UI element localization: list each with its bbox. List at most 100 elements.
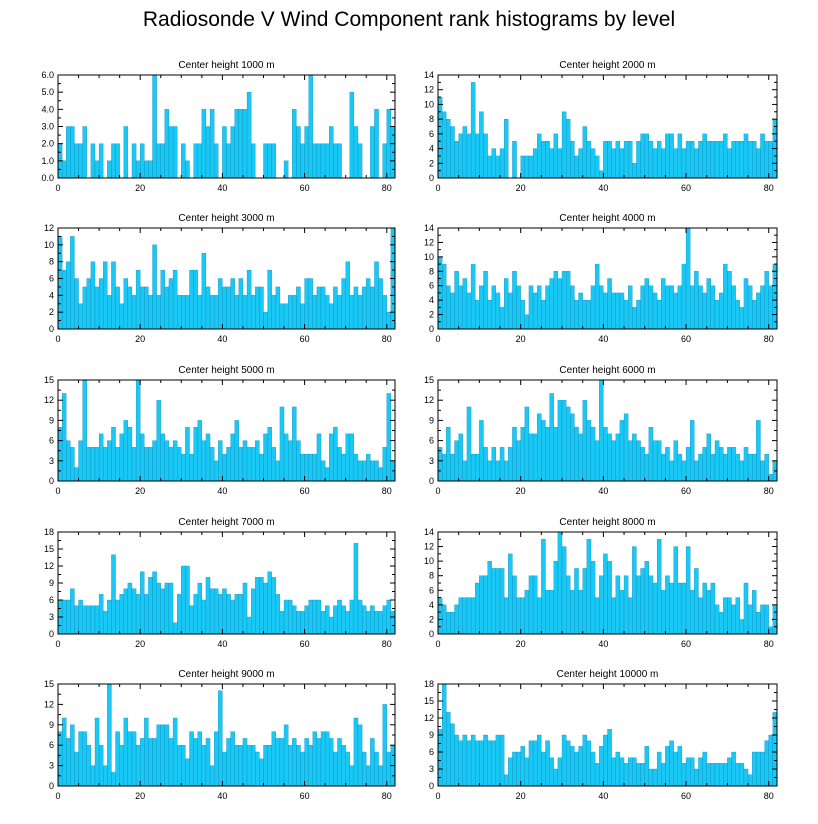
histogram-bar [714, 604, 720, 635]
histogram-bar [287, 745, 293, 787]
histogram-bar [747, 285, 753, 330]
x-tick-label: 0 [55, 486, 60, 496]
histogram-bar [304, 278, 309, 330]
histogram-bar [320, 611, 326, 635]
histogram-bar [90, 447, 96, 482]
histogram-bar [292, 295, 297, 330]
histogram-bar [94, 605, 100, 635]
histogram-bar [714, 440, 720, 482]
histogram-bar [764, 740, 769, 787]
x-tick-label: 20 [516, 791, 526, 801]
histogram-bar [541, 751, 546, 787]
histogram-bar [86, 447, 92, 482]
histogram-bar [537, 597, 542, 635]
histogram-bar [226, 447, 231, 482]
histogram-bar [107, 599, 112, 635]
x-tick-label: 80 [764, 334, 774, 344]
histogram-bar [242, 440, 248, 482]
histogram-bar [541, 299, 546, 330]
y-tick-label: 12 [424, 713, 434, 723]
histogram-bar [628, 440, 633, 482]
histogram-bar [267, 571, 272, 635]
histogram-bar [312, 731, 318, 787]
histogram-bar [623, 413, 629, 482]
x-tick-label: 20 [516, 334, 526, 344]
histogram-bar [189, 605, 194, 635]
histogram-bar [718, 141, 724, 179]
histogram-bar [557, 531, 563, 635]
x-tick-label: 40 [217, 486, 227, 496]
histogram-bar [669, 133, 674, 179]
histogram-bar [156, 295, 161, 330]
histogram-bar [611, 148, 616, 179]
y-tick-label: 2 [429, 614, 434, 624]
histogram-bar [640, 763, 645, 787]
histogram-bar [599, 170, 604, 179]
histogram-bar [390, 611, 396, 635]
histogram-bar [644, 453, 649, 482]
histogram-bar [454, 734, 459, 787]
x-tick-label: 0 [55, 639, 60, 649]
histogram-bar [681, 148, 687, 179]
histogram-bar [238, 278, 244, 330]
histogram-bar [561, 546, 567, 635]
histogram-bar [140, 571, 145, 635]
y-tick-label: 0 [429, 781, 434, 791]
histogram-bar [508, 757, 513, 787]
histogram-bar [446, 426, 451, 482]
histogram-bar [131, 731, 137, 787]
histogram-bar [677, 453, 683, 482]
histogram-bar [226, 143, 231, 179]
histogram-bar [487, 299, 492, 330]
histogram-bar [242, 582, 248, 635]
histogram-bar [296, 126, 301, 179]
histogram-bar [437, 96, 443, 179]
histogram-bar [768, 141, 774, 179]
histogram-bar [648, 768, 654, 787]
histogram-bar [450, 453, 455, 482]
histogram-bar [341, 453, 346, 482]
histogram-bar [760, 604, 765, 635]
histogram-bar [764, 453, 769, 482]
histogram-bar [255, 440, 260, 482]
histogram-bar [549, 393, 554, 482]
histogram-bar [98, 278, 104, 330]
histogram-bar [209, 588, 215, 635]
histogram-bar [607, 433, 612, 482]
histogram-bar [636, 575, 641, 635]
histogram-bar [731, 285, 736, 330]
histogram-bar [152, 738, 157, 787]
histogram-bar [103, 261, 108, 330]
histogram-bar [578, 148, 583, 179]
histogram-bar [619, 757, 625, 787]
y-tick-label: 8 [429, 571, 434, 581]
histogram-bar [57, 731, 63, 787]
histogram-bar [267, 745, 272, 787]
histogram-bar [723, 453, 728, 482]
y-tick-label: 2 [429, 310, 434, 320]
histogram-bar [271, 731, 276, 787]
y-tick-label: 0 [429, 476, 434, 486]
y-tick-label: 12 [44, 223, 54, 233]
histogram-bar [214, 731, 219, 787]
histogram-bar [263, 745, 268, 787]
histogram-bar [768, 285, 774, 330]
histogram-bar [570, 285, 575, 330]
histogram-bar [594, 155, 600, 179]
histogram-bar [312, 143, 318, 179]
histogram-bar [632, 546, 637, 635]
x-tick-label: 80 [382, 639, 392, 649]
histogram-bar [764, 604, 769, 635]
histogram-bar [747, 141, 753, 179]
bar-series [57, 227, 396, 330]
histogram-bar [710, 285, 716, 330]
histogram-bar [628, 141, 633, 179]
histogram-bar [566, 740, 571, 787]
y-tick-label: 15 [424, 375, 434, 385]
histogram-bar [690, 285, 695, 330]
histogram-bar [222, 588, 227, 635]
histogram-bar [300, 751, 305, 787]
histogram-bar [574, 155, 579, 179]
histogram-panel-9: Center height 9000 m 0 3 6 9 12 15 0 20 40 60 80 [44, 669, 396, 801]
histogram-bar [516, 597, 521, 635]
